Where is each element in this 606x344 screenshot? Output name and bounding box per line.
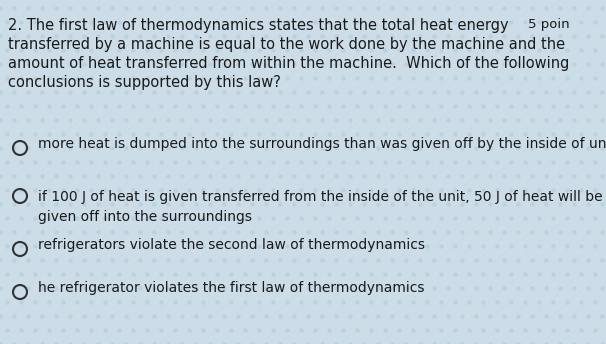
Text: 5 poin: 5 poin [528, 18, 570, 31]
Text: transferred by a machine is equal to the work done by the machine and the: transferred by a machine is equal to the… [8, 37, 565, 52]
Text: more heat is dumped into the surroundings than was given off by the inside of un: more heat is dumped into the surrounding… [38, 137, 606, 151]
Text: conclusions is supported by this law?: conclusions is supported by this law? [8, 75, 281, 90]
Text: amount of heat transferred from within the machine.  Which of the following: amount of heat transferred from within t… [8, 56, 570, 71]
Text: 2. The first law of thermodynamics states that the total heat energy: 2. The first law of thermodynamics state… [8, 18, 508, 33]
Text: if 100 J of heat is given transferred from the inside of the unit, 50 J of heat : if 100 J of heat is given transferred fr… [38, 190, 602, 224]
Text: he refrigerator violates the first law of thermodynamics: he refrigerator violates the first law o… [38, 281, 424, 295]
Text: refrigerators violate the second law of thermodynamics: refrigerators violate the second law of … [38, 238, 425, 252]
